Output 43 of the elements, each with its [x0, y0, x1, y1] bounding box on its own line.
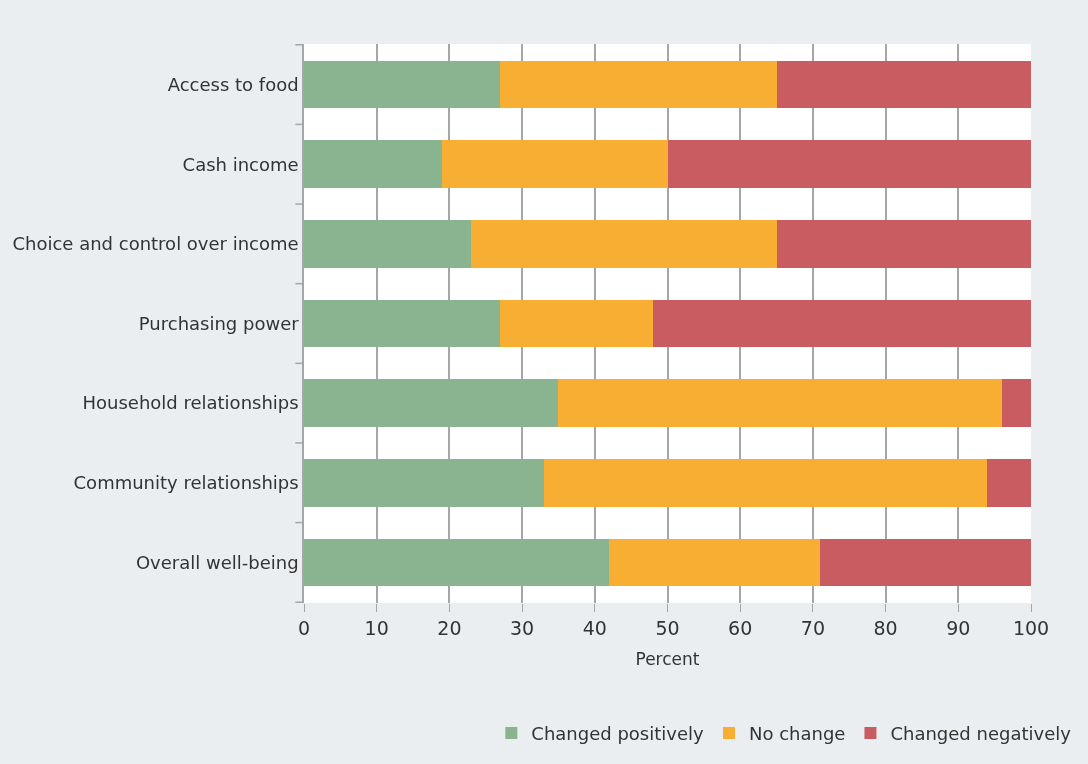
x-tick-label: 30 [510, 616, 535, 639]
bar [543, 458, 988, 507]
bar [652, 299, 1031, 348]
y-tick-label: Household relationships [82, 392, 299, 414]
bar [500, 299, 653, 348]
y-tick-label: Cash income [182, 153, 299, 175]
x-tick-label: 10 [364, 616, 389, 639]
x-tick-label: 90 [946, 616, 971, 639]
x-tick-label: 40 [582, 616, 607, 639]
legend-label: No change [748, 723, 846, 745]
bar [304, 60, 501, 109]
x-tick-label: 0 [297, 616, 311, 639]
x-axis-title: Percent [635, 649, 700, 670]
bar [304, 538, 610, 587]
x-tick-label: 70 [800, 616, 825, 639]
bar [776, 60, 1031, 109]
bar [304, 219, 472, 268]
bar [776, 219, 1031, 268]
bar [304, 379, 559, 428]
bar [820, 538, 1031, 587]
bar [609, 538, 821, 587]
bar [667, 140, 1031, 189]
bar [500, 60, 777, 109]
bar [558, 379, 1002, 428]
y-tick-label: Access to food [167, 73, 299, 95]
x-tick-label: 100 [1012, 616, 1050, 639]
bar [1001, 379, 1031, 428]
bar [442, 140, 668, 189]
bar [471, 219, 777, 268]
bar [304, 299, 501, 348]
legend-label: Changed positively [531, 723, 704, 745]
legend-label: Changed negatively [890, 723, 1072, 745]
y-tick-label: Community relationships [73, 472, 299, 494]
x-tick-label: 50 [655, 616, 680, 639]
y-tick-label: Choice and control over income [12, 233, 299, 255]
bar [304, 458, 544, 507]
bar [987, 458, 1031, 507]
y-tick-label: Purchasing power [138, 312, 300, 334]
bar [304, 140, 443, 189]
x-tick-label: 80 [873, 616, 898, 639]
y-tick-label: Overall well-being [135, 551, 299, 573]
x-tick-label: 20 [437, 616, 462, 639]
x-tick-label: 60 [728, 616, 753, 639]
